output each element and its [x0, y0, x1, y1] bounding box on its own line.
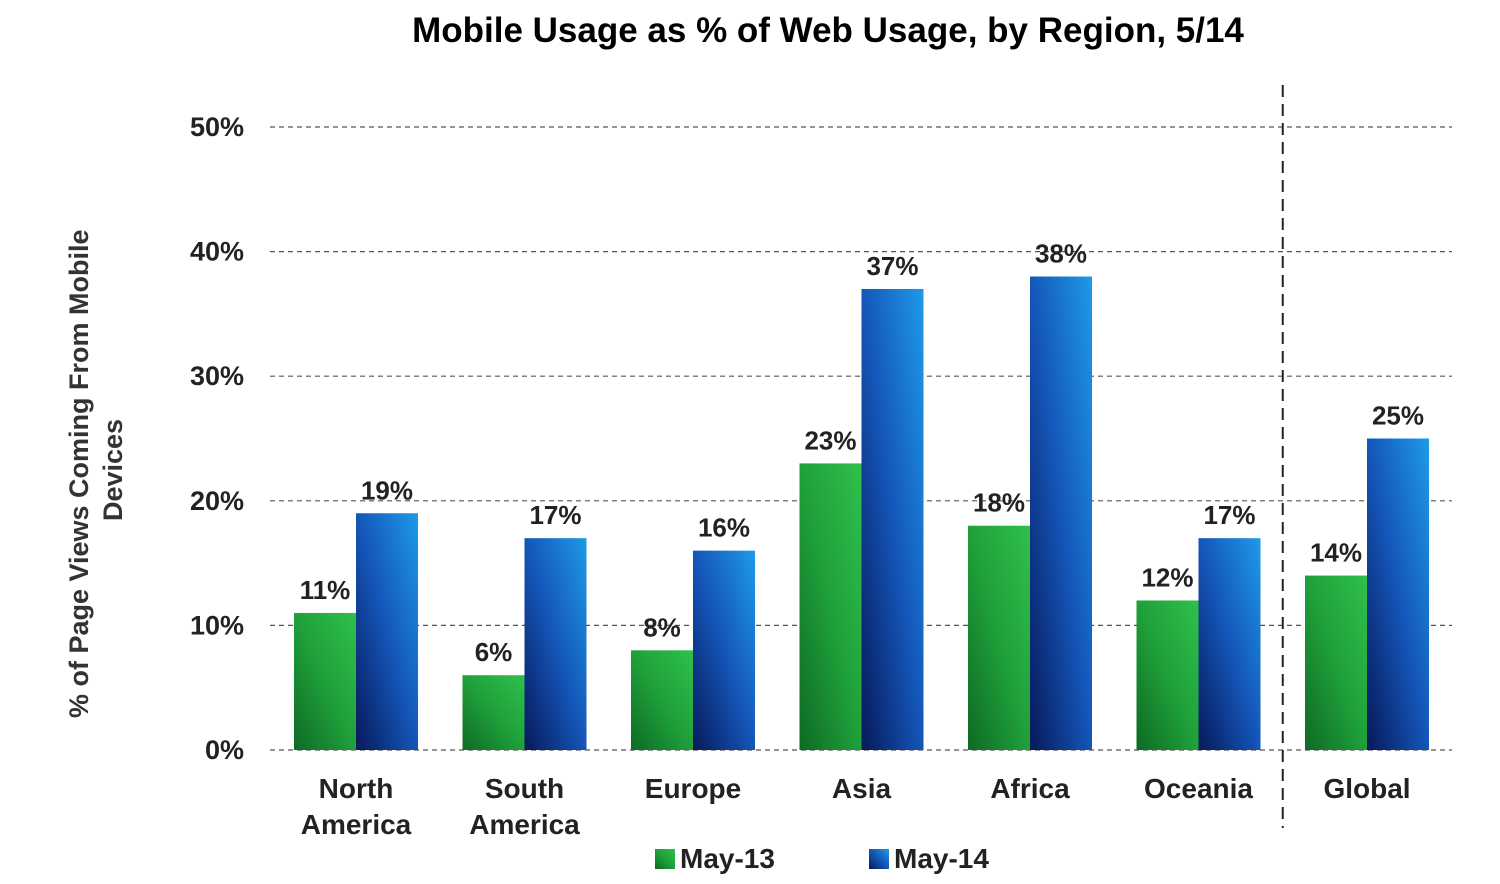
- x-tick-label-line: North: [319, 773, 394, 804]
- bar-europe-may-13: [631, 650, 693, 750]
- data-label-europe-may-13: 8%: [643, 612, 681, 642]
- data-label-oceania-may-13: 12%: [1141, 562, 1193, 592]
- bar-africa-may-14: [1030, 276, 1092, 750]
- data-label-asia-may-14: 37%: [866, 251, 918, 281]
- bar-north-america-may-13: [294, 612, 356, 750]
- chart-title: Mobile Usage as % of Web Usage, by Regio…: [412, 11, 1244, 50]
- data-label-north-america-may-14: 19%: [361, 475, 413, 505]
- y-axis-label-line-1: % of Page Views Coming From Mobile: [64, 229, 94, 718]
- y-tick-label-50: 50%: [190, 112, 244, 142]
- x-tick-label-line: Asia: [832, 773, 892, 804]
- legend-swatch-may-13: [655, 849, 675, 869]
- x-tick-label-line: Africa: [990, 773, 1070, 804]
- x-tick-label-line: South: [485, 773, 564, 804]
- bar-africa-may-13: [968, 525, 1030, 750]
- data-label-south-america-may-13: 6%: [475, 637, 513, 667]
- data-labels: 11% 19% 6% 17% 8% 16% 23% 37% 18% 38% 12% 17% 14% 25%: [300, 239, 1424, 668]
- bar-asia-may-14: [861, 288, 924, 750]
- y-tick-label-10: 10%: [190, 610, 244, 640]
- x-axis-ticks: North America South America Europe Asia Africa…: [301, 773, 1411, 840]
- x-tick-label-africa: Africa: [990, 773, 1070, 804]
- bar-north-america-may-14: [356, 513, 418, 750]
- data-label-africa-may-13: 18%: [973, 488, 1025, 518]
- bar-oceania-may-14: [1198, 538, 1261, 750]
- y-tick-label-30: 30%: [190, 361, 244, 391]
- x-tick-label-south-america: South America: [469, 773, 580, 840]
- y-axis-label: % of Page Views Coming From Mobile Devic…: [64, 222, 128, 718]
- bar-south-america-may-14: [524, 538, 587, 750]
- y-tick-label-40: 40%: [190, 237, 244, 267]
- legend: May-13 May-14: [655, 843, 989, 874]
- x-tick-label-line: Global: [1323, 773, 1410, 804]
- bar-europe-may-14: [693, 550, 755, 750]
- data-label-south-america-may-14: 17%: [529, 500, 581, 530]
- x-tick-label-europe: Europe: [645, 773, 741, 804]
- data-label-asia-may-13: 23%: [804, 425, 856, 455]
- bar-south-america-may-13: [462, 675, 525, 750]
- x-tick-label-north-america: North America: [301, 773, 412, 840]
- data-label-global-may-13: 14%: [1310, 538, 1362, 568]
- y-tick-label-20: 20%: [190, 486, 244, 516]
- x-tick-label-oceania: Oceania: [1144, 773, 1253, 804]
- bar-oceania-may-13: [1136, 600, 1199, 750]
- x-tick-label-line: Oceania: [1144, 773, 1253, 804]
- x-tick-label-global: Global: [1323, 773, 1410, 804]
- x-tick-label-line: America: [469, 809, 580, 840]
- data-label-north-america-may-13: 11%: [300, 575, 351, 605]
- legend-label-may-13: May-13: [680, 843, 775, 874]
- x-tick-label-line: America: [301, 809, 412, 840]
- data-label-europe-may-14: 16%: [698, 513, 750, 543]
- legend-swatch-may-14: [869, 849, 889, 869]
- y-axis-ticks: 0% 10% 20% 30% 40% 50%: [190, 112, 244, 765]
- bar-global-may-14: [1367, 438, 1429, 750]
- bar-global-may-13: [1305, 575, 1367, 750]
- x-tick-label-line: Europe: [645, 773, 741, 804]
- y-tick-label-0: 0%: [205, 735, 244, 765]
- y-axis-label-line-2: Devices: [98, 419, 128, 521]
- x-tick-label-asia: Asia: [832, 773, 892, 804]
- data-label-oceania-may-14: 17%: [1203, 500, 1255, 530]
- bar-asia-may-13: [799, 463, 862, 750]
- bars: [294, 276, 1429, 750]
- data-label-africa-may-14: 38%: [1035, 239, 1087, 269]
- data-label-global-may-14: 25%: [1372, 401, 1424, 431]
- legend-label-may-14: May-14: [894, 843, 989, 874]
